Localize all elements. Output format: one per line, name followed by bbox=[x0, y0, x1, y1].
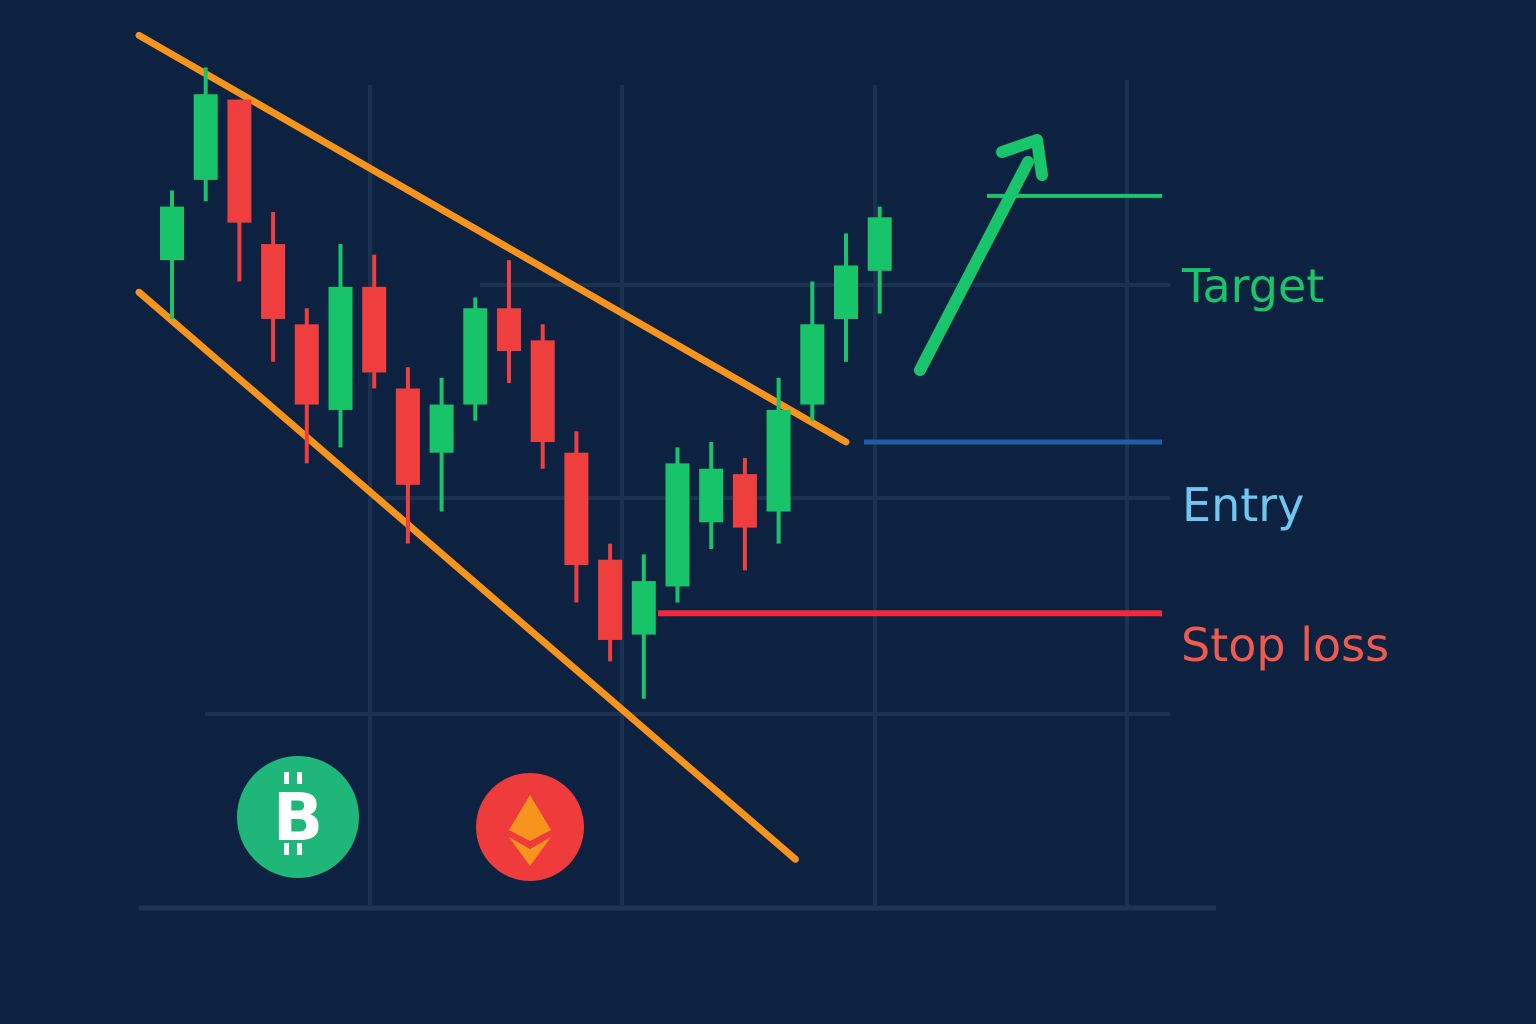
candle-body bbox=[665, 463, 690, 587]
stop-loss-label: Stop loss bbox=[1181, 618, 1390, 672]
candle-body bbox=[294, 324, 319, 405]
candle-bullish bbox=[834, 233, 858, 362]
candle-body bbox=[800, 324, 825, 405]
candle-bullish bbox=[328, 244, 353, 448]
candle-body bbox=[834, 265, 858, 319]
candle-body bbox=[362, 286, 387, 373]
candle-body bbox=[227, 99, 252, 223]
candle-bearish bbox=[598, 543, 623, 662]
coins: B bbox=[237, 756, 584, 881]
candle-body bbox=[429, 404, 454, 453]
candle-body bbox=[160, 206, 184, 261]
entry-label: Entry bbox=[1182, 478, 1305, 532]
candle-body bbox=[564, 452, 589, 566]
candle-bullish bbox=[867, 206, 892, 314]
candle-bullish bbox=[429, 377, 454, 512]
candle-bearish bbox=[497, 260, 521, 384]
candle-body bbox=[463, 308, 488, 405]
candle-bullish bbox=[193, 67, 218, 202]
breakout-arrow bbox=[914, 134, 1048, 376]
candle-body bbox=[631, 581, 656, 635]
candle-body bbox=[328, 286, 353, 410]
candle-body bbox=[867, 217, 892, 271]
candle-body bbox=[261, 244, 286, 319]
candle-bearish bbox=[261, 211, 286, 362]
candle-bullish bbox=[631, 554, 656, 699]
ethereum-coin-icon bbox=[476, 773, 584, 881]
candle-body bbox=[699, 468, 724, 523]
channel-upper-line bbox=[135, 31, 850, 446]
candle-bearish bbox=[732, 458, 757, 571]
candle-body bbox=[530, 340, 555, 442]
arrow-up-right-icon bbox=[914, 134, 1048, 376]
candle-bearish bbox=[395, 367, 420, 544]
candle-body bbox=[766, 409, 791, 512]
candle-body bbox=[497, 308, 521, 352]
candle-body bbox=[598, 559, 623, 640]
candles bbox=[160, 67, 892, 699]
candle-bullish bbox=[160, 190, 184, 319]
channel bbox=[135, 31, 850, 863]
candle-bullish bbox=[463, 297, 488, 421]
candle-bearish bbox=[227, 99, 252, 282]
candle-body bbox=[732, 474, 757, 528]
candle-bearish bbox=[530, 324, 555, 469]
candle-bearish bbox=[362, 254, 387, 389]
candle-bullish bbox=[800, 281, 825, 421]
candle-body bbox=[395, 388, 420, 485]
bitcoin-coin-icon: B bbox=[237, 756, 359, 878]
channel-lower-line bbox=[135, 288, 799, 863]
level-lines bbox=[658, 193, 1162, 617]
candle-bullish bbox=[766, 377, 791, 544]
candle-bearish bbox=[564, 431, 589, 603]
candle-body bbox=[193, 94, 218, 180]
target-label: Target bbox=[1182, 259, 1325, 313]
candle-bullish bbox=[665, 447, 690, 603]
candle-bearish bbox=[294, 308, 319, 464]
candle-bullish bbox=[699, 442, 724, 549]
